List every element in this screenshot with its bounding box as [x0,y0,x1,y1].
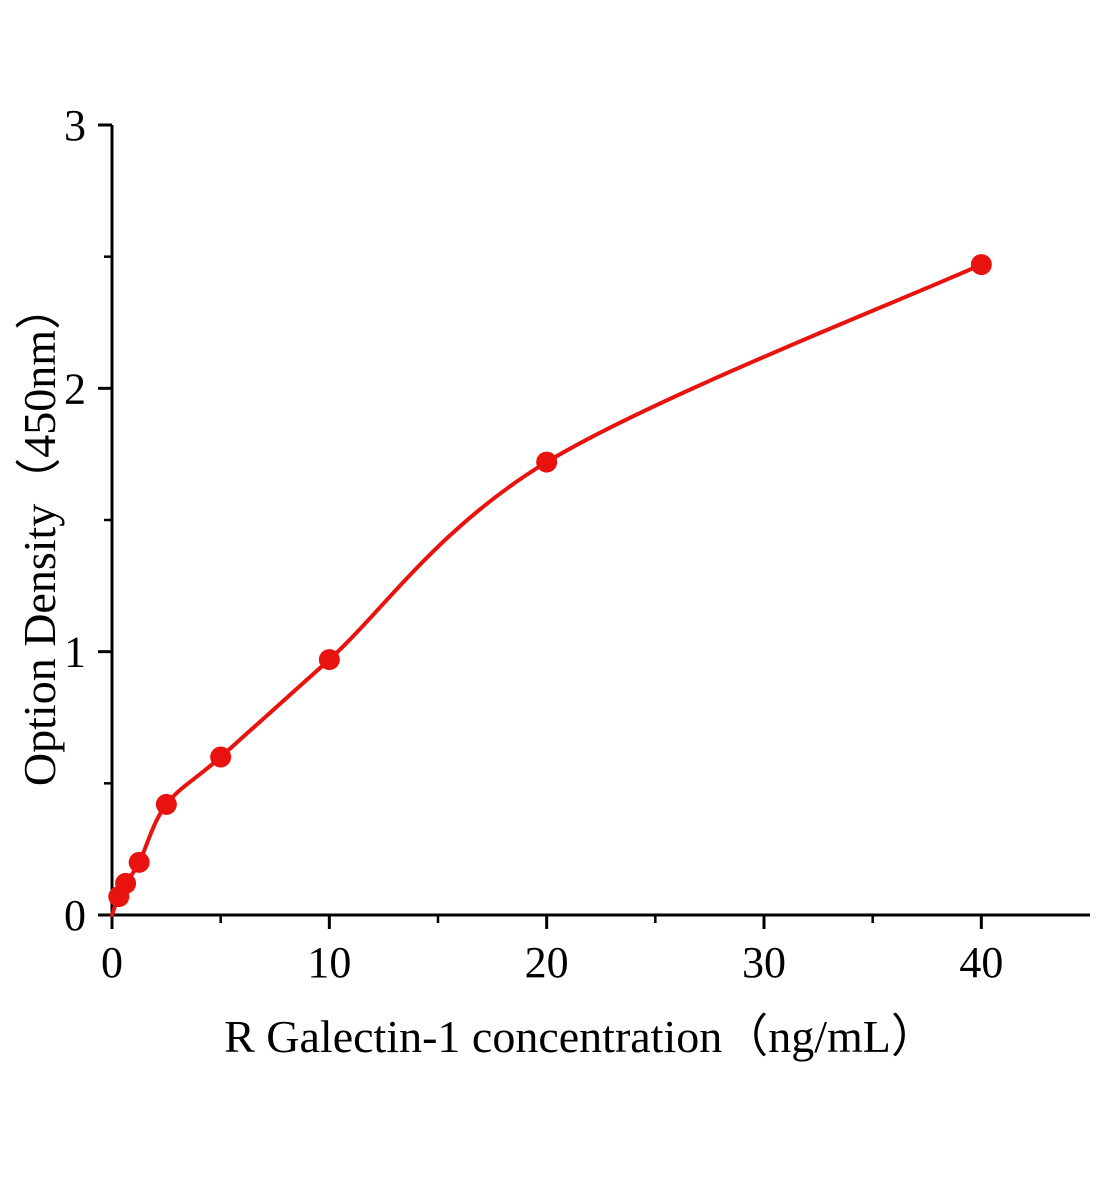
x-tick-label: 10 [307,938,351,987]
data-point [155,793,177,815]
x-tick-label: 30 [742,938,786,987]
x-tick-label: 40 [959,938,1003,987]
y-tick-label: 3 [64,101,86,150]
x-axis-title: R Galectin-1 concentration（ng/mL） [224,1011,937,1062]
x-tick-label: 20 [525,938,569,987]
y-axis-title: Option Density（450nm） [14,283,65,787]
data-point [115,872,137,894]
y-tick-label: 2 [64,364,86,413]
y-tick-label: 0 [64,891,86,940]
y-tick-label: 1 [64,628,86,677]
fitted-curve [110,262,984,917]
data-point [970,254,992,276]
data-point [128,851,150,873]
data-point [318,649,340,671]
x-tick-label: 0 [101,938,123,987]
data-point [536,451,558,473]
data-point [210,746,232,768]
